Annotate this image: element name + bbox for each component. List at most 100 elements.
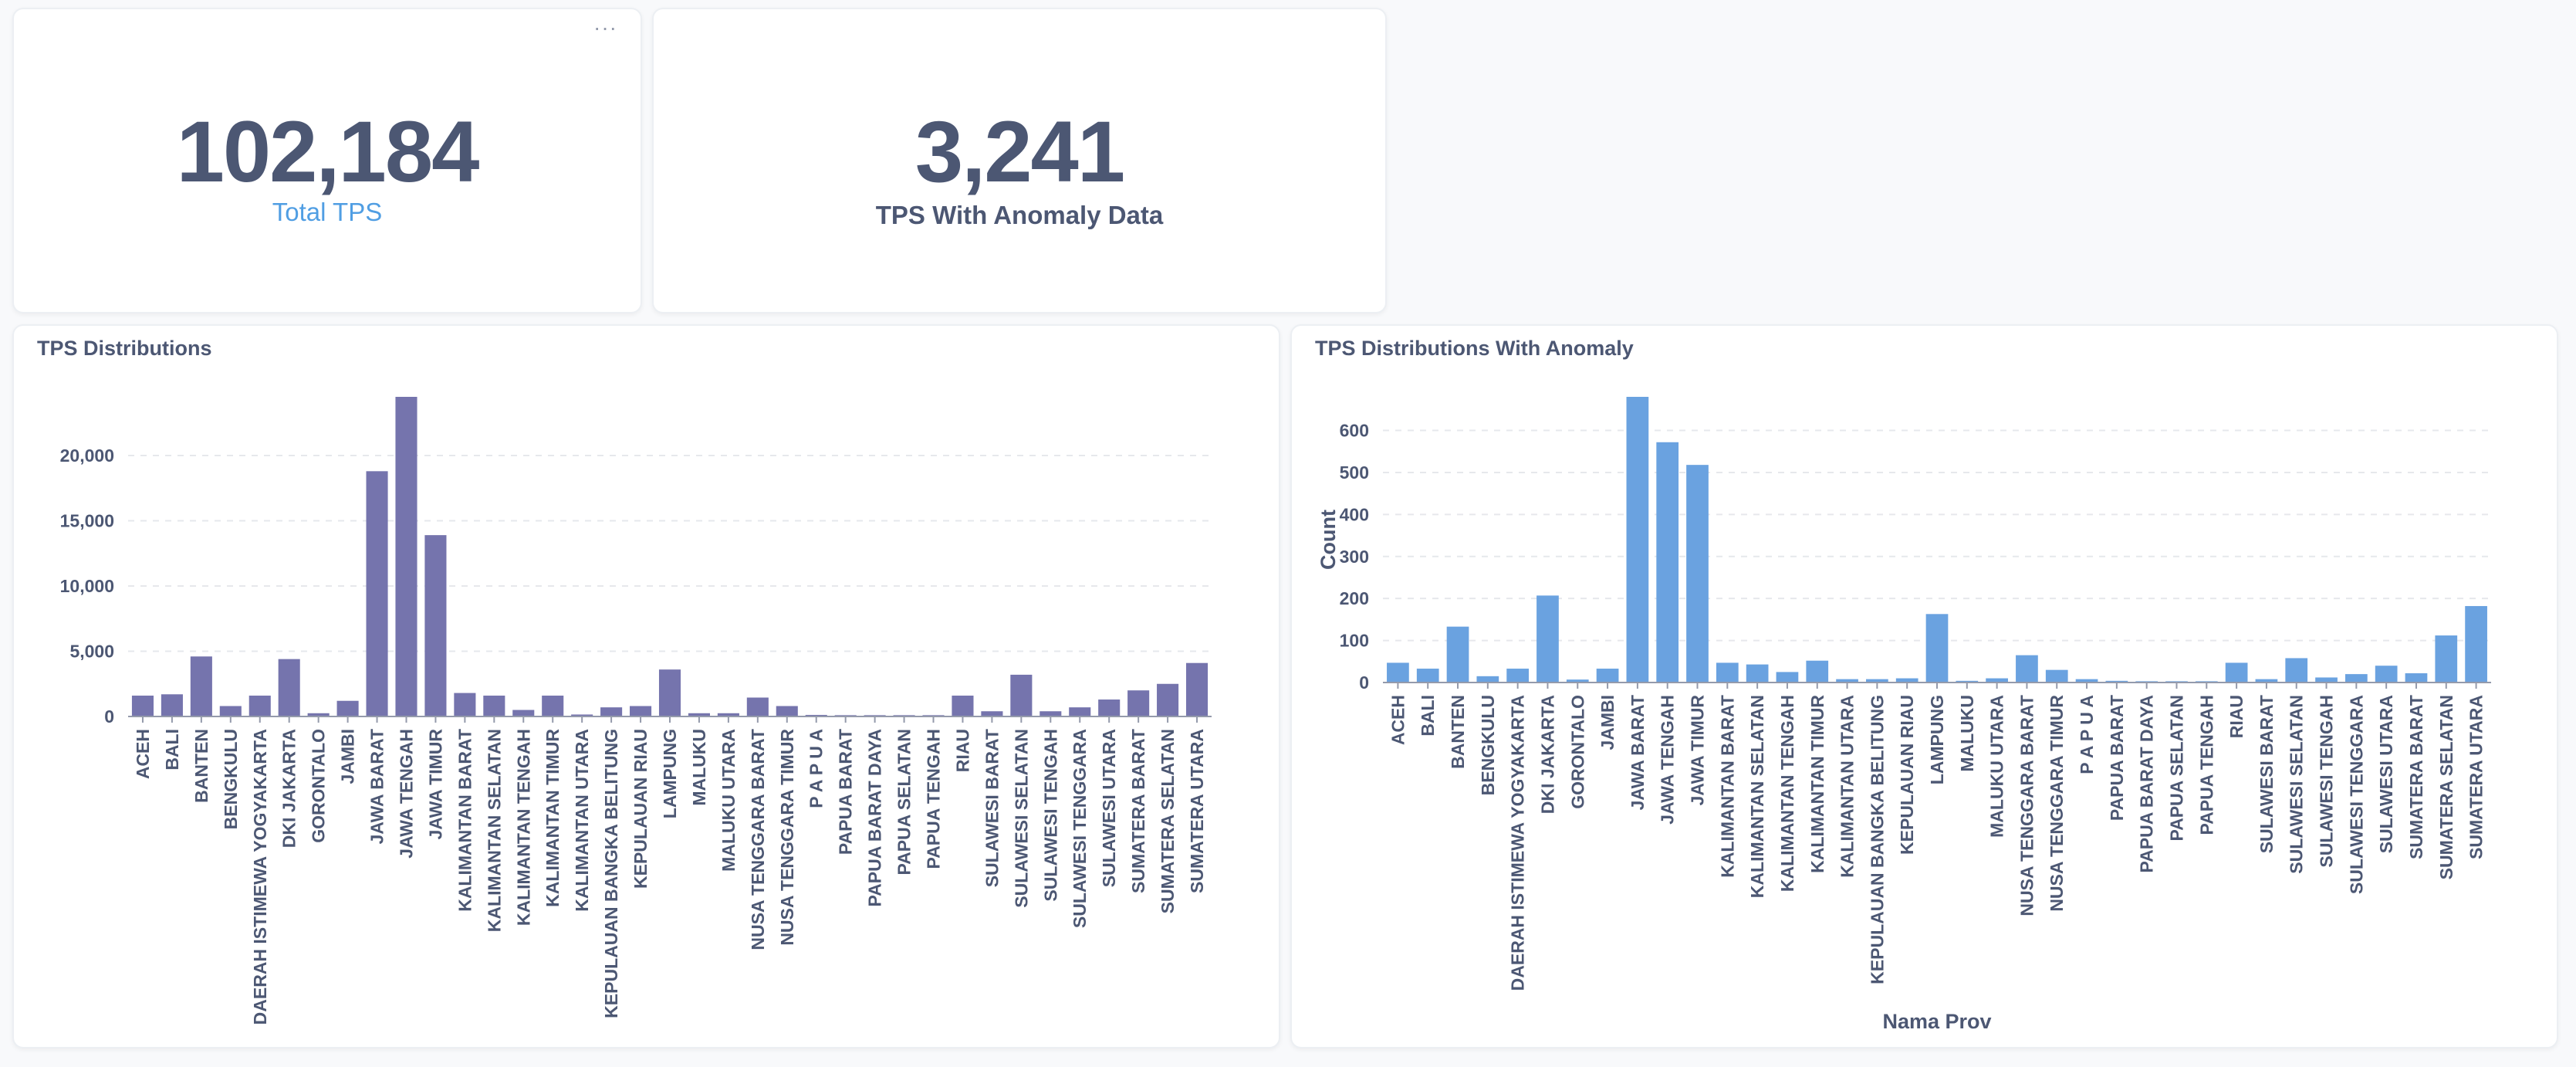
tps-anomaly-distributions-card[interactable]: TPS Distributions With Anomaly 0 100 200 30… [1290, 324, 2558, 1048]
bar[interactable] [2465, 605, 2487, 683]
anomaly-tps-card[interactable]: 3,241 TPS With Anomaly Data [652, 8, 1387, 313]
bar[interactable] [2405, 673, 2428, 683]
x-tick-label: ACEH [1388, 695, 1408, 745]
bar[interactable] [336, 700, 359, 716]
bar[interactable] [1656, 442, 1679, 683]
bar[interactable] [1566, 679, 1589, 683]
bar[interactable] [1185, 662, 1209, 716]
x-tick-label: KALIMANTAN BARAT [1717, 695, 1737, 878]
bar[interactable] [424, 535, 447, 716]
bar[interactable] [278, 659, 300, 716]
y-tick-label: 20,000 [60, 445, 114, 466]
bar[interactable] [1806, 660, 1829, 683]
y-tick-label: 10,000 [60, 576, 114, 596]
bar[interactable] [1866, 679, 1888, 683]
bar[interactable] [2225, 662, 2248, 683]
x-tick-label: JAWA BARAT [1628, 695, 1648, 811]
bar[interactable] [2375, 666, 2398, 683]
x-tick-label: JAWA BARAT [367, 729, 387, 845]
tps-distributions-card[interactable]: TPS Distributions 0 5,000 10,000 15,000 20,0… [12, 324, 1280, 1048]
x-tick-label: SUMATERA SELATAN [1158, 729, 1178, 913]
bar[interactable] [658, 669, 681, 716]
total-tps-label[interactable]: Total TPS [272, 198, 383, 226]
x-tick-label: ACEH [133, 729, 153, 779]
bar[interactable] [1098, 699, 1121, 716]
bar[interactable] [746, 697, 769, 716]
total-tps-card[interactable]: ··· 102,184 Total TPS [12, 8, 642, 313]
bar[interactable] [1776, 672, 1799, 683]
bar[interactable] [1127, 690, 1150, 716]
bar[interactable] [1536, 595, 1559, 683]
bar[interactable] [1416, 669, 1439, 683]
bar[interactable] [776, 706, 798, 716]
bar[interactable] [454, 693, 476, 716]
bar[interactable] [1069, 707, 1091, 716]
x-tick-label: BENGKULU [221, 729, 241, 829]
x-tick-label: PAPUA BARAT DAYA [2137, 695, 2157, 872]
bar[interactable] [1686, 465, 1709, 683]
bar[interactable] [2105, 680, 2128, 683]
x-tick-label: SUMATERA BARAT [2406, 695, 2426, 859]
total-tps-value: 102,184 [176, 103, 480, 200]
bar[interactable] [1476, 676, 1499, 683]
bar[interactable] [2315, 677, 2338, 683]
x-tick-label: SULAWESI UTARA [2376, 695, 2396, 853]
bar[interactable] [805, 714, 827, 716]
x-tick-label: GORONTALO [309, 729, 329, 843]
bar[interactable] [2344, 674, 2368, 683]
bar[interactable] [1746, 664, 1769, 683]
bar[interactable] [1157, 683, 1179, 716]
bar[interactable] [131, 695, 154, 716]
bar[interactable] [2045, 669, 2068, 683]
bar[interactable] [1040, 711, 1062, 716]
bar[interactable] [688, 713, 710, 716]
bar[interactable] [2075, 679, 2098, 683]
bar[interactable] [1626, 397, 1649, 683]
bar[interactable] [571, 714, 593, 716]
bar[interactable] [366, 471, 388, 716]
bar[interactable] [542, 695, 564, 716]
bar[interactable] [952, 695, 974, 716]
chart-title[interactable]: TPS Distributions With Anomaly [1315, 337, 1634, 360]
bar[interactable] [512, 710, 535, 716]
bar[interactable] [1716, 662, 1739, 683]
bar[interactable] [1925, 614, 1949, 683]
bar[interactable] [630, 706, 652, 716]
bar[interactable] [1895, 678, 1918, 683]
bar[interactable] [600, 707, 623, 716]
bar[interactable] [1387, 662, 1409, 683]
bar[interactable] [248, 695, 271, 716]
x-tick-label: KALIMANTAN TENGAH [513, 729, 533, 926]
bar[interactable] [1506, 669, 1530, 683]
bar[interactable] [190, 656, 212, 716]
bar[interactable] [2255, 679, 2278, 683]
x-tick-label: PAPUA SELATAN [894, 729, 914, 876]
bar[interactable] [717, 713, 739, 716]
chart-title[interactable]: TPS Distributions [37, 337, 212, 360]
bar[interactable] [1596, 669, 1619, 683]
bar[interactable] [307, 713, 330, 716]
bar[interactable] [1956, 680, 1979, 683]
x-tick-label: KALIMANTAN TENGAH [1777, 695, 1797, 892]
y-tick-label: 0 [104, 706, 114, 727]
x-tick-label: BALI [1418, 695, 1438, 737]
bar[interactable] [161, 694, 183, 716]
bar[interactable] [2435, 635, 2458, 683]
bar[interactable] [219, 706, 242, 716]
bar[interactable] [981, 711, 1003, 716]
x-tick-label: PAPUA SELATAN [2166, 695, 2186, 842]
bar[interactable] [483, 695, 505, 716]
x-tick-label: MALUKU [1957, 695, 1977, 772]
x-tick-label: SUMATERA BARAT [1128, 729, 1148, 893]
ellipsis-icon[interactable]: ··· [593, 15, 617, 39]
bar[interactable] [1836, 679, 1858, 683]
bar[interactable] [1446, 626, 1469, 683]
bar[interactable] [2016, 655, 2038, 683]
bar[interactable] [1986, 678, 2008, 683]
bar[interactable] [2285, 658, 2308, 683]
bar[interactable] [1010, 674, 1033, 716]
bar[interactable] [395, 397, 418, 716]
x-tick-label: NUSA TENGGARA BARAT [748, 729, 768, 950]
y-tick-label: 600 [1340, 421, 1369, 441]
y-tick-label: 300 [1340, 547, 1369, 567]
